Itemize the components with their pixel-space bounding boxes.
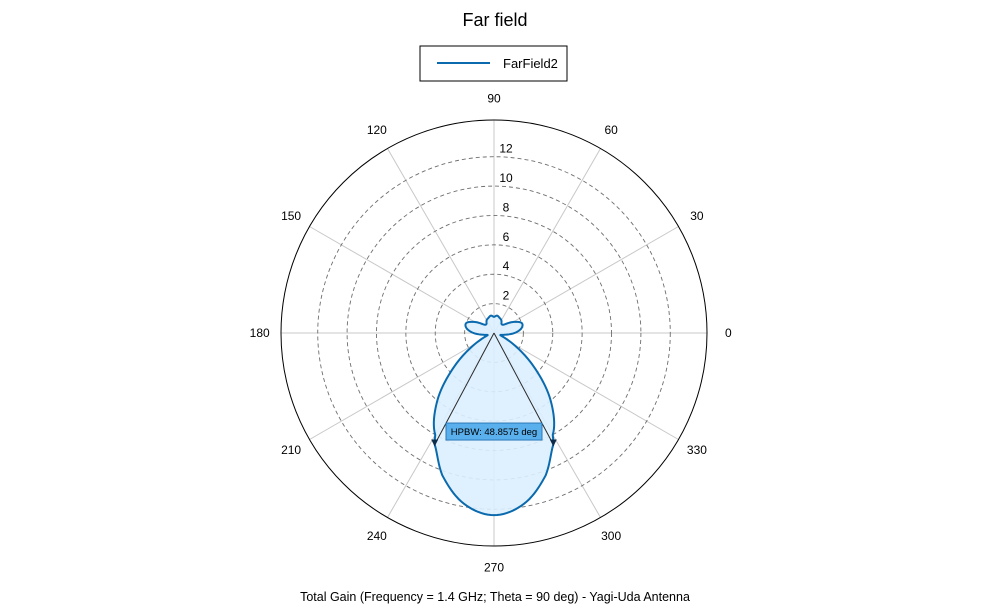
angle-label-150: 150 xyxy=(281,209,301,223)
legend: FarField2 xyxy=(419,45,568,82)
spoke-30 xyxy=(493,226,679,334)
hpbw-label-box xyxy=(445,422,543,441)
annotations: HPBW: 48.8575 deg xyxy=(431,332,557,447)
radial-label-4: 4 xyxy=(503,259,510,273)
angle-label-330: 330 xyxy=(687,443,707,457)
spoke-330 xyxy=(493,332,679,440)
radial-label-2: 2 xyxy=(503,289,510,303)
data-layer xyxy=(432,314,556,517)
radial-label-12: 12 xyxy=(499,142,513,156)
series-fill xyxy=(433,315,555,516)
angle-label-30: 30 xyxy=(690,209,704,223)
series-line-farfield2 xyxy=(432,314,556,517)
axis-labels: 0 30 60 90 120 150 180 210 240 270 300 330 2 4 6 8 10 12 xyxy=(250,92,732,575)
grid-ring-2 xyxy=(464,303,524,363)
angle-label-270: 270 xyxy=(484,560,504,574)
grid-ring-6 xyxy=(405,244,583,422)
spoke-150 xyxy=(309,226,495,334)
spoke-60 xyxy=(493,148,601,334)
hpbw-label: HPBW: 48.8575 deg xyxy=(451,427,537,438)
angle-label-0: 0 xyxy=(725,326,732,340)
hpbw-line-2 xyxy=(493,332,554,445)
spoke-120 xyxy=(387,148,495,334)
angle-label-240: 240 xyxy=(367,529,387,543)
chart-title: Far field xyxy=(462,10,527,30)
chart-subtitle: Total Gain (Frequency = 1.4 GHz; Theta =… xyxy=(300,590,690,604)
radial-label-6: 6 xyxy=(503,230,510,244)
outer-ring xyxy=(280,119,708,547)
grid-ring-10 xyxy=(346,185,642,481)
hpbw-arrow-1 xyxy=(431,439,439,447)
angle-label-180: 180 xyxy=(250,326,270,340)
angle-label-120: 120 xyxy=(367,123,387,137)
angle-label-60: 60 xyxy=(604,123,618,137)
angle-label-300: 300 xyxy=(601,529,621,543)
radial-label-10: 10 xyxy=(499,171,513,185)
hpbw-line-1 xyxy=(434,332,495,445)
angle-label-210: 210 xyxy=(281,443,301,457)
angle-label-90: 90 xyxy=(487,92,501,106)
hpbw-arrow-2 xyxy=(549,439,557,447)
spoke-210 xyxy=(309,332,495,440)
radial-label-8: 8 xyxy=(503,200,510,214)
legend-entry-farfield2: FarField2 xyxy=(503,56,558,71)
